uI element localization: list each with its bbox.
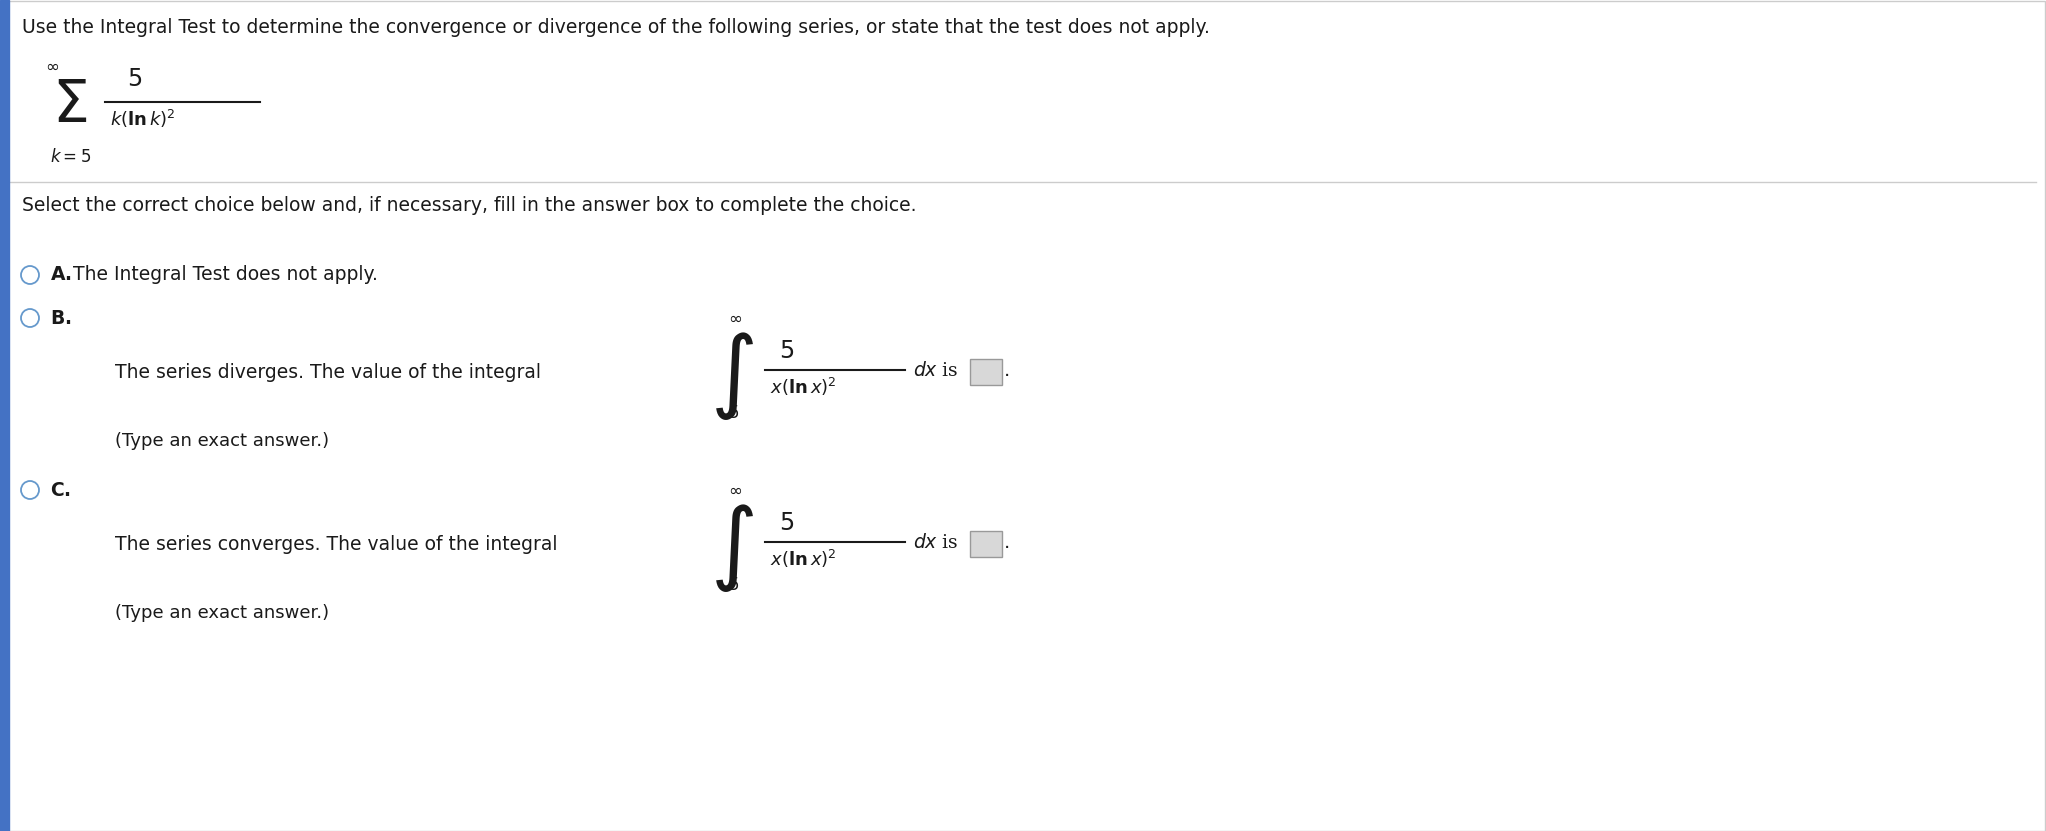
Text: $5$: $5$ bbox=[728, 405, 739, 422]
Circle shape bbox=[20, 309, 39, 327]
Text: (Type an exact answer.): (Type an exact answer.) bbox=[115, 604, 329, 622]
Text: The Integral Test does not apply.: The Integral Test does not apply. bbox=[74, 265, 379, 284]
Text: $dx$ is: $dx$ is bbox=[913, 533, 960, 552]
Bar bbox=[0, 0, 8, 831]
Circle shape bbox=[20, 266, 39, 284]
Text: The series diverges. The value of the integral: The series diverges. The value of the in… bbox=[115, 363, 540, 382]
Text: $x(\mathbf{ln}\,x)^2$: $x(\mathbf{ln}\,x)^2$ bbox=[769, 376, 837, 398]
Text: $\int$: $\int$ bbox=[710, 330, 753, 422]
Text: $\Sigma$: $\Sigma$ bbox=[51, 78, 88, 134]
Text: $5$: $5$ bbox=[780, 340, 794, 363]
Text: $\int$: $\int$ bbox=[710, 502, 753, 594]
Bar bbox=[970, 359, 1003, 385]
Text: $\infty$: $\infty$ bbox=[728, 482, 743, 499]
Text: $\mathbf{A.}$: $\mathbf{A.}$ bbox=[49, 265, 72, 284]
Text: $\mathbf{C.}$: $\mathbf{C.}$ bbox=[49, 480, 72, 499]
Text: The series converges. The value of the integral: The series converges. The value of the i… bbox=[115, 535, 557, 554]
Text: Use the Integral Test to determine the convergence or divergence of the followin: Use the Integral Test to determine the c… bbox=[23, 18, 1209, 37]
Text: $5$: $5$ bbox=[780, 512, 794, 535]
Text: .: . bbox=[1005, 361, 1011, 380]
Text: $\infty$: $\infty$ bbox=[728, 310, 743, 327]
Text: Select the correct choice below and, if necessary, fill in the answer box to com: Select the correct choice below and, if … bbox=[23, 196, 917, 215]
Text: $\mathbf{B.}$: $\mathbf{B.}$ bbox=[49, 308, 72, 327]
Text: (Type an exact answer.): (Type an exact answer.) bbox=[115, 432, 329, 450]
Text: $dx$ is: $dx$ is bbox=[913, 361, 960, 380]
Text: .: . bbox=[1005, 533, 1011, 552]
Text: $k=5$: $k=5$ bbox=[49, 148, 92, 166]
Text: $x(\mathbf{ln}\,x)^2$: $x(\mathbf{ln}\,x)^2$ bbox=[769, 548, 837, 570]
Text: $\infty$: $\infty$ bbox=[45, 58, 59, 75]
Text: $5$: $5$ bbox=[728, 577, 739, 594]
Bar bbox=[970, 531, 1003, 557]
Circle shape bbox=[20, 481, 39, 499]
Text: $5$: $5$ bbox=[127, 68, 143, 91]
Text: $k(\mathbf{ln}\,k)^2$: $k(\mathbf{ln}\,k)^2$ bbox=[110, 108, 176, 130]
